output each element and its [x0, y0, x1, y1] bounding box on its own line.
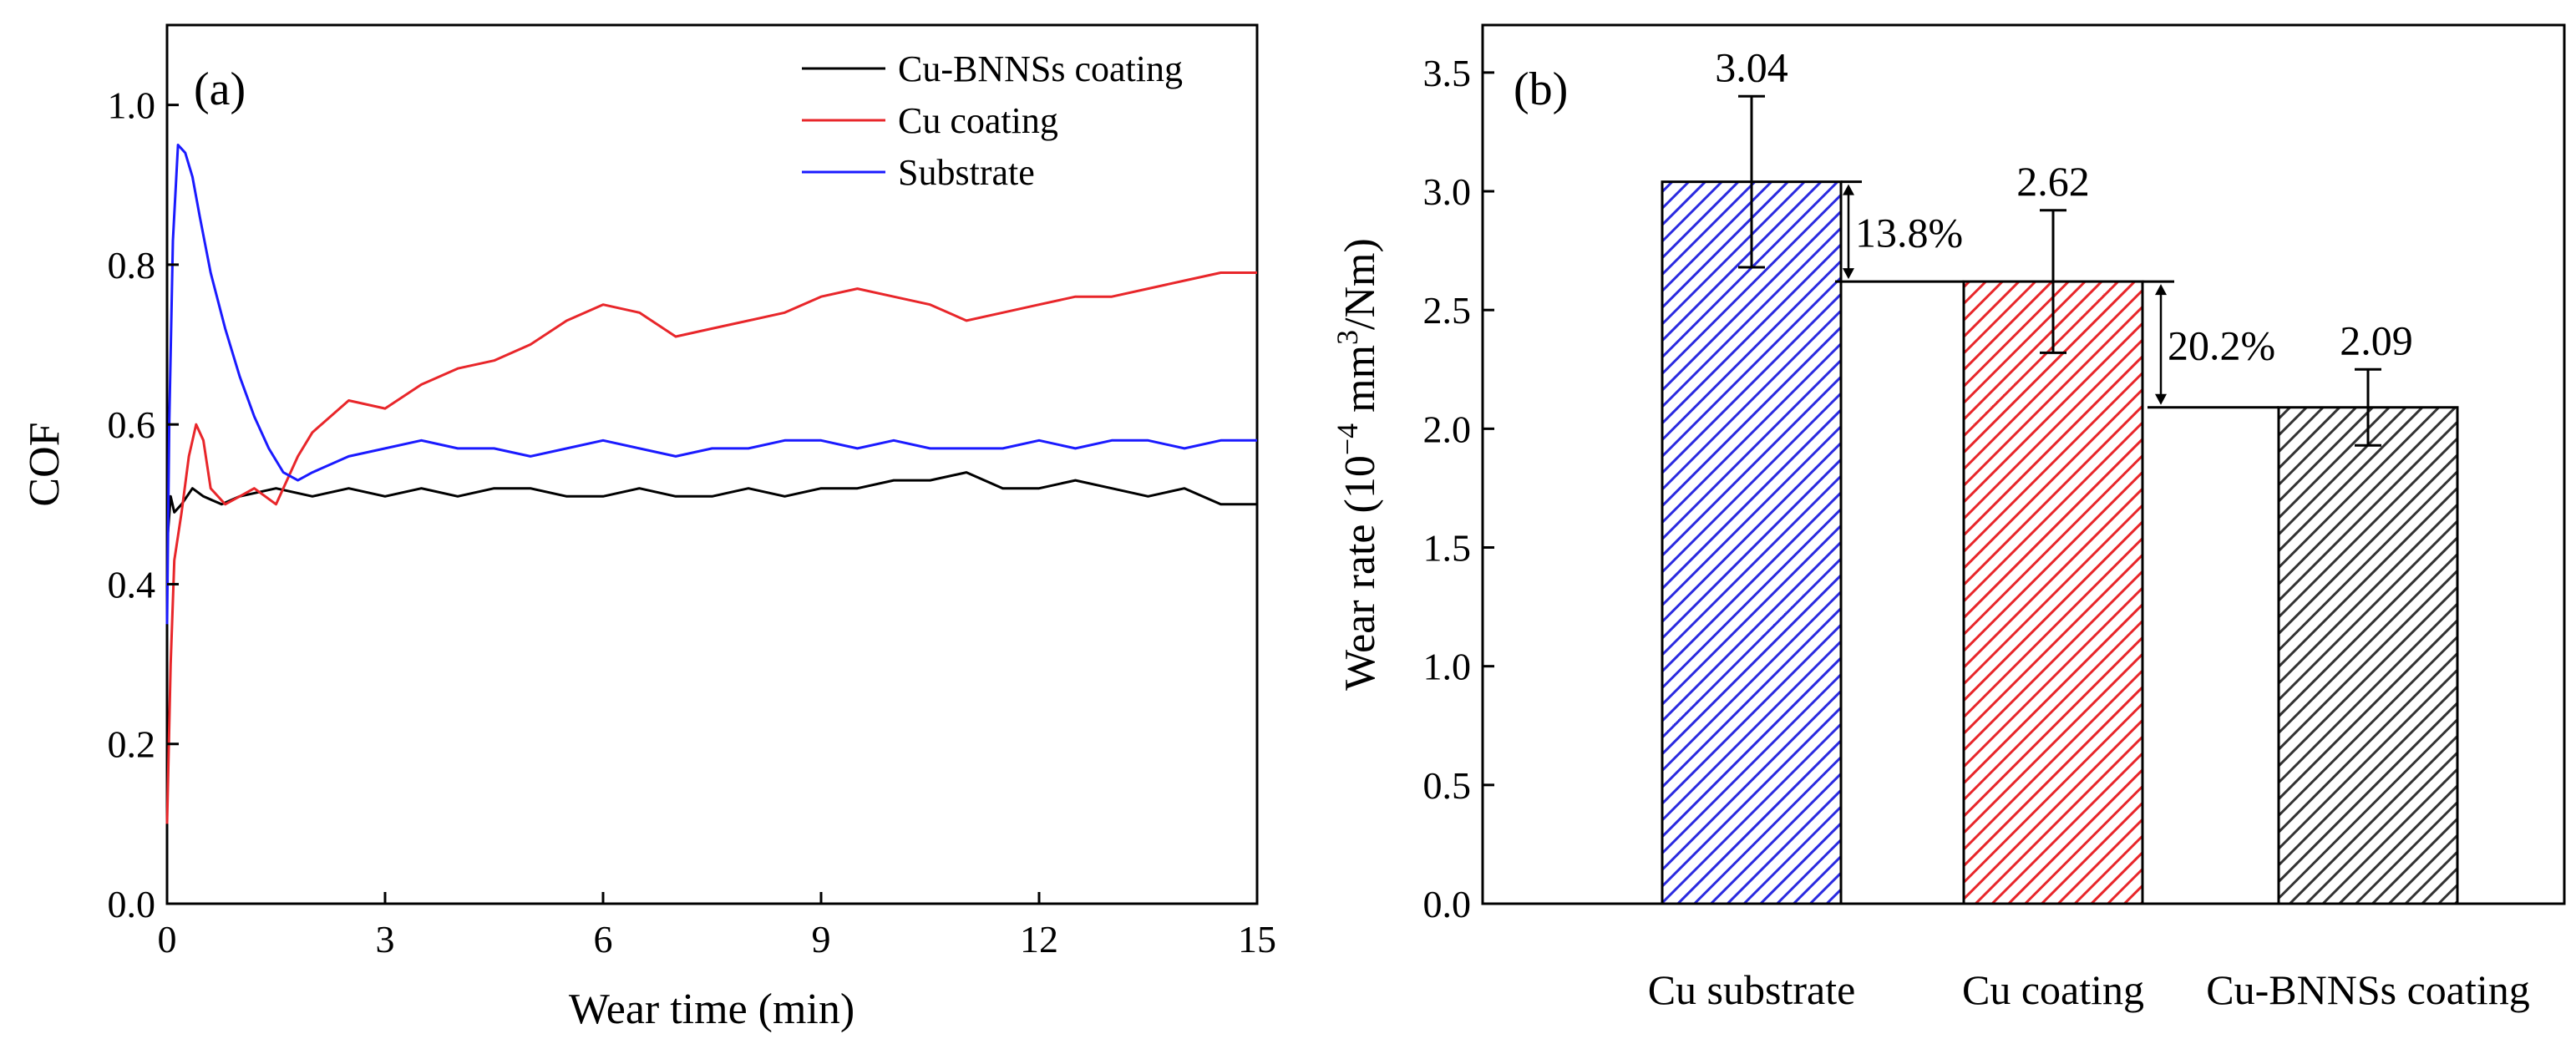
panel-a-x-tick-label: 15: [1238, 918, 1276, 960]
panel-a-y-ticks: 0.0 0.2 0.4 0.6 0.8 1.0: [108, 84, 179, 925]
panel-b-reduction-annotations: 13.8% 20.2%: [1835, 180, 2279, 409]
panel-b-y-tick-label: 1.5: [1423, 527, 1472, 570]
panel-b-y-label-exp1: −4: [1331, 423, 1364, 455]
panel-b-y-axis-label: Wear rate (10−4 mm3/Nm): [1331, 238, 1384, 691]
panel-a-legend-label-1: Cu-BNNSs coating: [898, 48, 1183, 89]
panel-b-y-tick-label: 0.5: [1423, 764, 1472, 807]
panel-b-value-label-1: 3.04: [1715, 43, 1788, 90]
panel-b-wear-rate-chart: 0.0 0.5 1.0 1.5 2.0 2.5 3.0 3.5 3.04 Cu substrat…: [1331, 23, 2566, 1013]
panel-b-y-label-exp2: 3: [1331, 330, 1364, 345]
panel-b-y-ticks: 0.0 0.5 1.0 1.5 2.0 2.5 3.0 3.5: [1423, 52, 1494, 925]
panel-b-annotation-arrowhead-down-2: [2155, 393, 2167, 405]
panel-b-value-label-3: 2.09: [2340, 317, 2413, 363]
panel-b-category-label-3: Cu-BNNSs coating: [2206, 966, 2530, 1013]
panel-b-category-label-2: Cu coating: [1962, 966, 2144, 1013]
panel-b-bar-1: [1661, 180, 1843, 905]
panel-a-x-tick-label: 3: [376, 918, 395, 960]
panel-b-bar-3: [2277, 406, 2459, 905]
panel-a-series-line-1: [165, 471, 1257, 545]
panel-b-annotation-arrowhead-down-1: [1843, 268, 1854, 280]
panel-b-bar-2: [1962, 280, 2144, 905]
panel-b-y-tick-label: 1.0: [1423, 646, 1472, 688]
panel-b-y-tick-label: 2.0: [1423, 408, 1472, 450]
panel-a-x-tick-label: 6: [594, 918, 613, 960]
panel-a-x-axis-label: Wear time (min): [569, 986, 854, 1033]
panel-a-legend: Cu-BNNSs coating Cu coating Substrate: [802, 48, 1183, 193]
panel-b-y-tick-label: 0.0: [1423, 883, 1472, 925]
panel-b-annotation-arrowhead-up-1: [1843, 184, 1854, 195]
panel-a-x-tick-label: 12: [1020, 918, 1058, 960]
panel-a-legend-label-2: Cu coating: [898, 100, 1058, 141]
panel-b-y-tick-label: 3.0: [1423, 170, 1472, 213]
panel-a-y-tick-label: 0.0: [108, 883, 156, 925]
panel-a-plot-frame: [165, 23, 1259, 905]
panel-b-bars: 3.04 Cu substrate 2.62 Cu coating 2.09 Cu-BNN…: [1648, 43, 2530, 1013]
panel-b-label: (b): [1514, 63, 1568, 115]
panel-a-series-group: [165, 144, 1257, 824]
panel-b-annotation-arrowhead-up-2: [2155, 284, 2167, 296]
panel-a-label: (a): [194, 63, 246, 115]
panel-a-y-tick-label: 1.0: [108, 84, 156, 127]
panel-a-series-line-3: [165, 144, 1257, 625]
panel-b-y-tick-label: 2.5: [1423, 289, 1472, 332]
panel-b-y-tick-label: 3.5: [1423, 52, 1472, 94]
panel-b-value-label-2: 2.62: [2016, 158, 2090, 205]
panel-a-x-tick-label: 9: [812, 918, 831, 960]
panel-a-y-tick-label: 0.6: [108, 403, 156, 446]
panel-a-series-line-2: [165, 271, 1257, 824]
panel-a-legend-label-3: Substrate: [898, 152, 1035, 193]
panel-b-y-label-main: Wear rate (10: [1336, 455, 1384, 691]
panel-b-annotation-label-2: 20.2%: [2168, 322, 2275, 368]
panel-a-x-ticks: 0 3 6 9 12 15: [158, 892, 1276, 960]
panel-a-x-tick-label: 0: [158, 918, 177, 960]
panel-b-annotation-label-1: 13.8%: [1855, 209, 1963, 256]
panel-a-y-tick-label: 0.4: [108, 563, 156, 606]
panel-b-y-label-end: /Nm): [1336, 238, 1384, 330]
panel-b-category-label-1: Cu substrate: [1648, 966, 1856, 1013]
panel-a-y-tick-label: 0.2: [108, 723, 156, 766]
panel-a-y-tick-label: 0.8: [108, 244, 156, 286]
panel-a-cof-chart: 0.0 0.2 0.4 0.6 0.8 1.0 0 3 6 9 12 15 (a) Wear tim…: [21, 23, 1276, 1033]
panel-b-y-label-mid: mm: [1336, 345, 1384, 423]
panel-a-y-axis-label: COF: [21, 422, 68, 506]
